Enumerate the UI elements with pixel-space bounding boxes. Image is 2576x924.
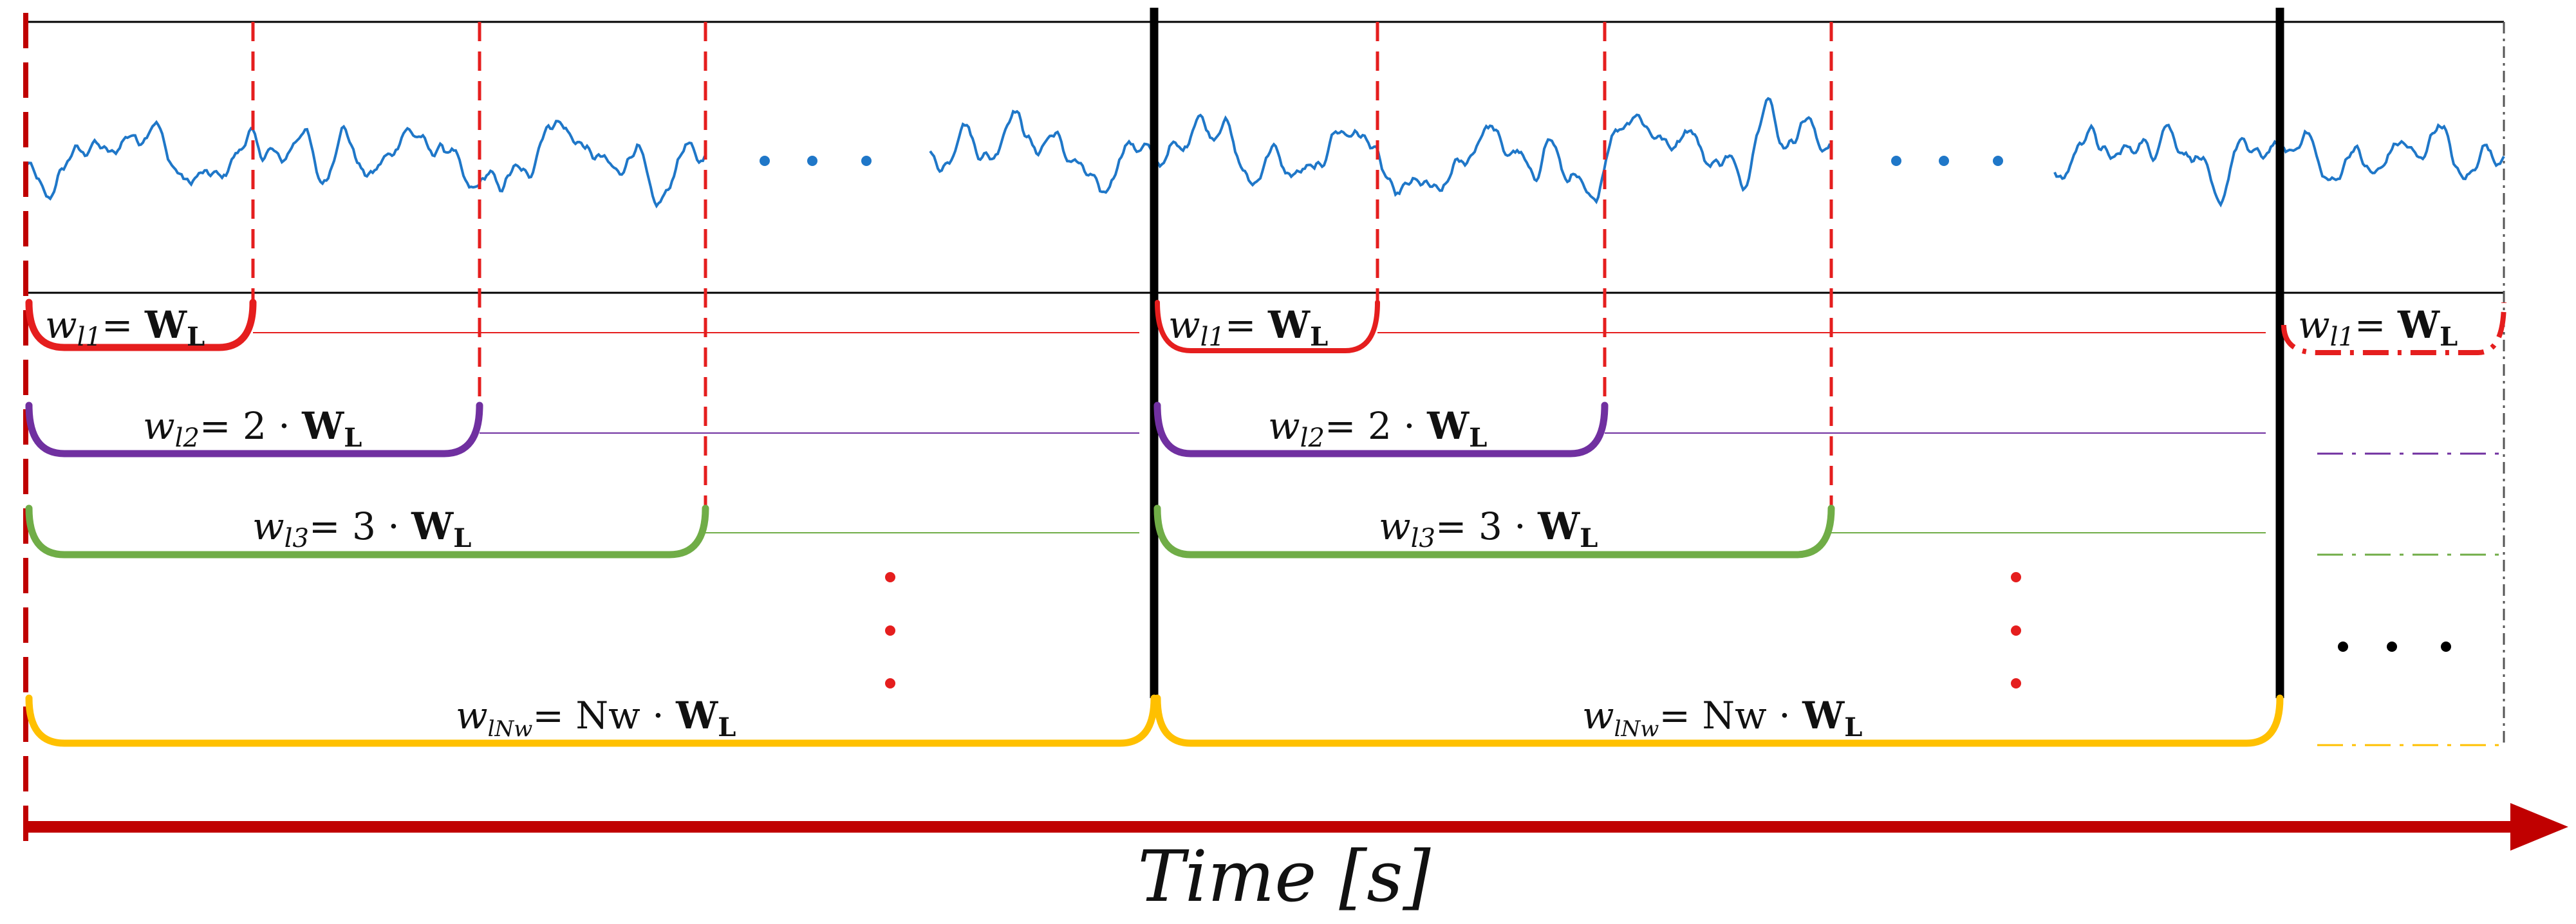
label-wl2-seg1: wl2= 2 · WL xyxy=(143,404,362,453)
bracket-wlN-seg1 xyxy=(25,694,1158,747)
var-w: w xyxy=(45,303,77,347)
svg-text:wl2= 2 · WL: wl2= 2 · WL xyxy=(1268,404,1487,453)
bracket-wl3-seg1 xyxy=(25,504,709,559)
signal-ellipsis-1 xyxy=(760,156,872,166)
segment-boundaries xyxy=(1150,8,2284,698)
label-wl1-seg1: wl1= WL xyxy=(45,303,205,352)
vertical-ellipsis-2 xyxy=(2011,572,2021,688)
signal-frame xyxy=(26,21,2505,746)
label-wlN-seg1: wlNw= Nw · WL xyxy=(456,694,736,743)
bracket-wl2-seg2 xyxy=(1153,402,1609,457)
label-wl3-seg2: wl3= 3 · WL xyxy=(1379,504,1598,553)
time-axis xyxy=(26,803,2568,851)
signal-trace-3 xyxy=(1153,97,1831,205)
label-wl2-seg2: wl2= 2 · WL xyxy=(1268,404,1487,453)
svg-text:wl1= WL: wl1= WL xyxy=(45,303,205,352)
label-wl1-seg2: wl1= WL xyxy=(1168,303,1328,352)
svg-text:wlNw= Nw · WL: wlNw= Nw · WL xyxy=(1582,694,1862,743)
bracket-wl1-seg3 xyxy=(2281,302,2506,355)
bracket-wl3-seg2 xyxy=(1153,504,1835,559)
eeg-signal xyxy=(26,97,2505,208)
windows-ellipsis xyxy=(2338,642,2451,652)
bracket-wl1-seg1 xyxy=(25,299,257,351)
window-boundaries xyxy=(251,22,1833,508)
label-wlN-seg2: wlNw= Nw · WL xyxy=(1582,694,1862,743)
bracket-wlN-seg2 xyxy=(1153,694,2284,747)
svg-text:wl1= WL: wl1= WL xyxy=(1168,303,1328,352)
signal-trace-1 xyxy=(26,120,706,208)
vertical-ellipsis-1 xyxy=(885,572,895,688)
signal-ellipsis-2 xyxy=(1891,156,2003,166)
svg-text:wl3= 3 · WL: wl3= 3 · WL xyxy=(252,504,471,553)
svg-text:wl3= 3 · WL: wl3= 3 · WL xyxy=(1379,504,1598,553)
signal-trace-5 xyxy=(2279,123,2505,181)
time-axis-label: Time [s] xyxy=(1137,835,1431,918)
label-wl3-seg1: wl3= 3 · WL xyxy=(252,504,471,553)
svg-text:wlNw= Nw · WL: wlNw= Nw · WL xyxy=(456,694,736,743)
signal-trace-4 xyxy=(2053,124,2280,208)
svg-text:wl1= WL: wl1= WL xyxy=(2298,303,2458,352)
svg-text:wl2= 2 · WL: wl2= 2 · WL xyxy=(143,404,362,453)
bracket-wl2-seg1 xyxy=(25,402,483,457)
label-wl1-seg3: wl1= WL xyxy=(2298,303,2458,352)
guide-lines xyxy=(253,332,2266,533)
bracket-wl1-seg2 xyxy=(1155,300,1380,353)
signal-trace-2 xyxy=(929,109,1155,194)
